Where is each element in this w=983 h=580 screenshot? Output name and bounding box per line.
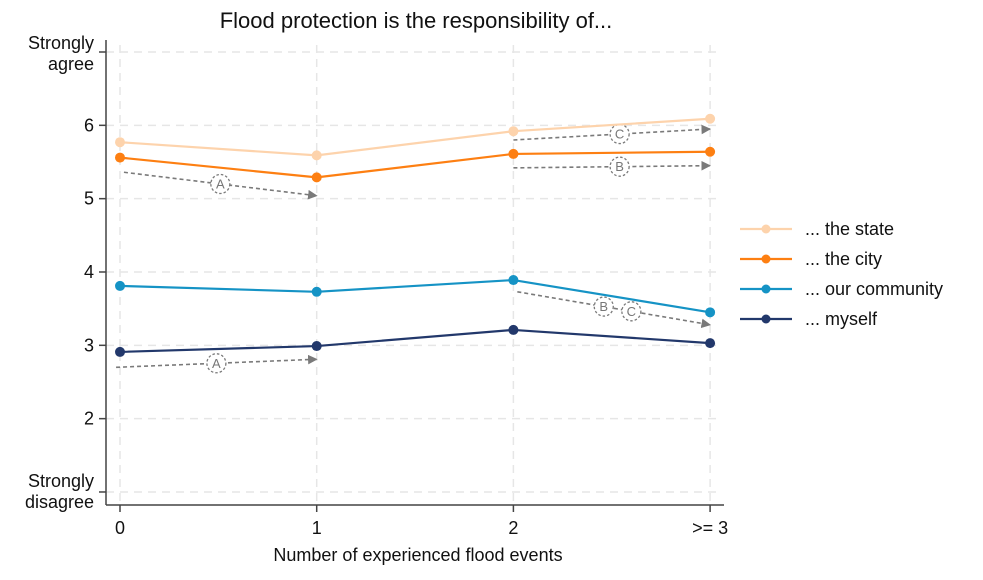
annotation-arrow: A [116, 353, 318, 374]
legend-item: ... the state [740, 219, 894, 239]
legend-swatch-marker [761, 224, 771, 234]
legend: ... the state ... the city ... our communi… [740, 219, 943, 329]
data-point [115, 280, 125, 291]
data-point [115, 137, 125, 148]
x-tick-label: 1 [312, 518, 322, 538]
y-tick-label: 6 [84, 115, 94, 135]
series-myself [115, 324, 716, 357]
data-point [705, 307, 716, 318]
y-tick-label: agree [48, 54, 94, 74]
data-point [508, 148, 519, 159]
data-point [705, 146, 716, 157]
annotation-label: A [212, 356, 221, 371]
data-point [311, 341, 322, 352]
annotation-label: B [599, 299, 608, 314]
annotation-line [517, 291, 712, 329]
series-line [119, 150, 711, 179]
legend-label: ... myself [805, 309, 878, 329]
annotation-label: C [627, 304, 636, 319]
series-line [119, 278, 711, 314]
series-line [119, 328, 711, 354]
legend-label: ... our community [805, 279, 943, 299]
data-point [705, 338, 716, 349]
y-tick-label: disagree [25, 492, 94, 512]
annotation-marker [609, 123, 630, 145]
legend-item: ... the city [740, 249, 882, 269]
annotation-marker [621, 301, 642, 322]
y-tick-label: Strongly [28, 471, 94, 491]
annotation-arrow: A [123, 171, 318, 200]
series-the-state [115, 113, 716, 161]
data-point [115, 152, 125, 163]
data-point [705, 113, 716, 124]
data-point [311, 150, 322, 161]
series-our-community [115, 275, 716, 318]
legend-swatch-marker [761, 314, 771, 324]
series-the-city [115, 146, 716, 183]
y-tick-label: 2 [84, 409, 94, 429]
y-tick-label: 4 [84, 262, 94, 282]
legend-label: ... the city [805, 249, 882, 269]
legend-item: ... our community [740, 279, 943, 299]
grid [106, 45, 719, 505]
legend-label: ... the state [805, 219, 894, 239]
annotation-marker [593, 296, 614, 317]
x-axis-title: Number of experienced flood events [273, 545, 562, 565]
data-point [311, 286, 322, 297]
x-tick-label: 2 [508, 518, 518, 538]
annotation-arrow: B [513, 156, 712, 177]
y-tick-label: Strongly [28, 33, 94, 53]
data-point [508, 324, 519, 335]
chart-title: Flood protection is the responsibility o… [220, 8, 613, 33]
annotation-label: B [615, 159, 624, 174]
legend-swatch-marker [761, 254, 771, 264]
data-point [115, 346, 125, 357]
annotation-marker [609, 156, 630, 177]
annotation-label: C [615, 127, 624, 142]
y-tick-label: 5 [84, 189, 94, 209]
legend-swatch-marker [761, 284, 771, 294]
y-tick-label: 3 [84, 335, 94, 355]
series-group [115, 113, 716, 357]
data-point [311, 172, 322, 183]
annotation-line [123, 171, 318, 200]
annotation-marker [206, 353, 227, 374]
x-tick-label: 0 [115, 518, 125, 538]
annotation-label: A [216, 176, 225, 191]
series-line [119, 117, 711, 157]
annotation-marker [210, 173, 231, 195]
x-tick-label: >= 3 [692, 518, 728, 538]
data-point [508, 126, 519, 137]
data-point [508, 275, 519, 286]
annotation-arrow: C [513, 123, 712, 145]
legend-item: ... myself [740, 309, 878, 329]
